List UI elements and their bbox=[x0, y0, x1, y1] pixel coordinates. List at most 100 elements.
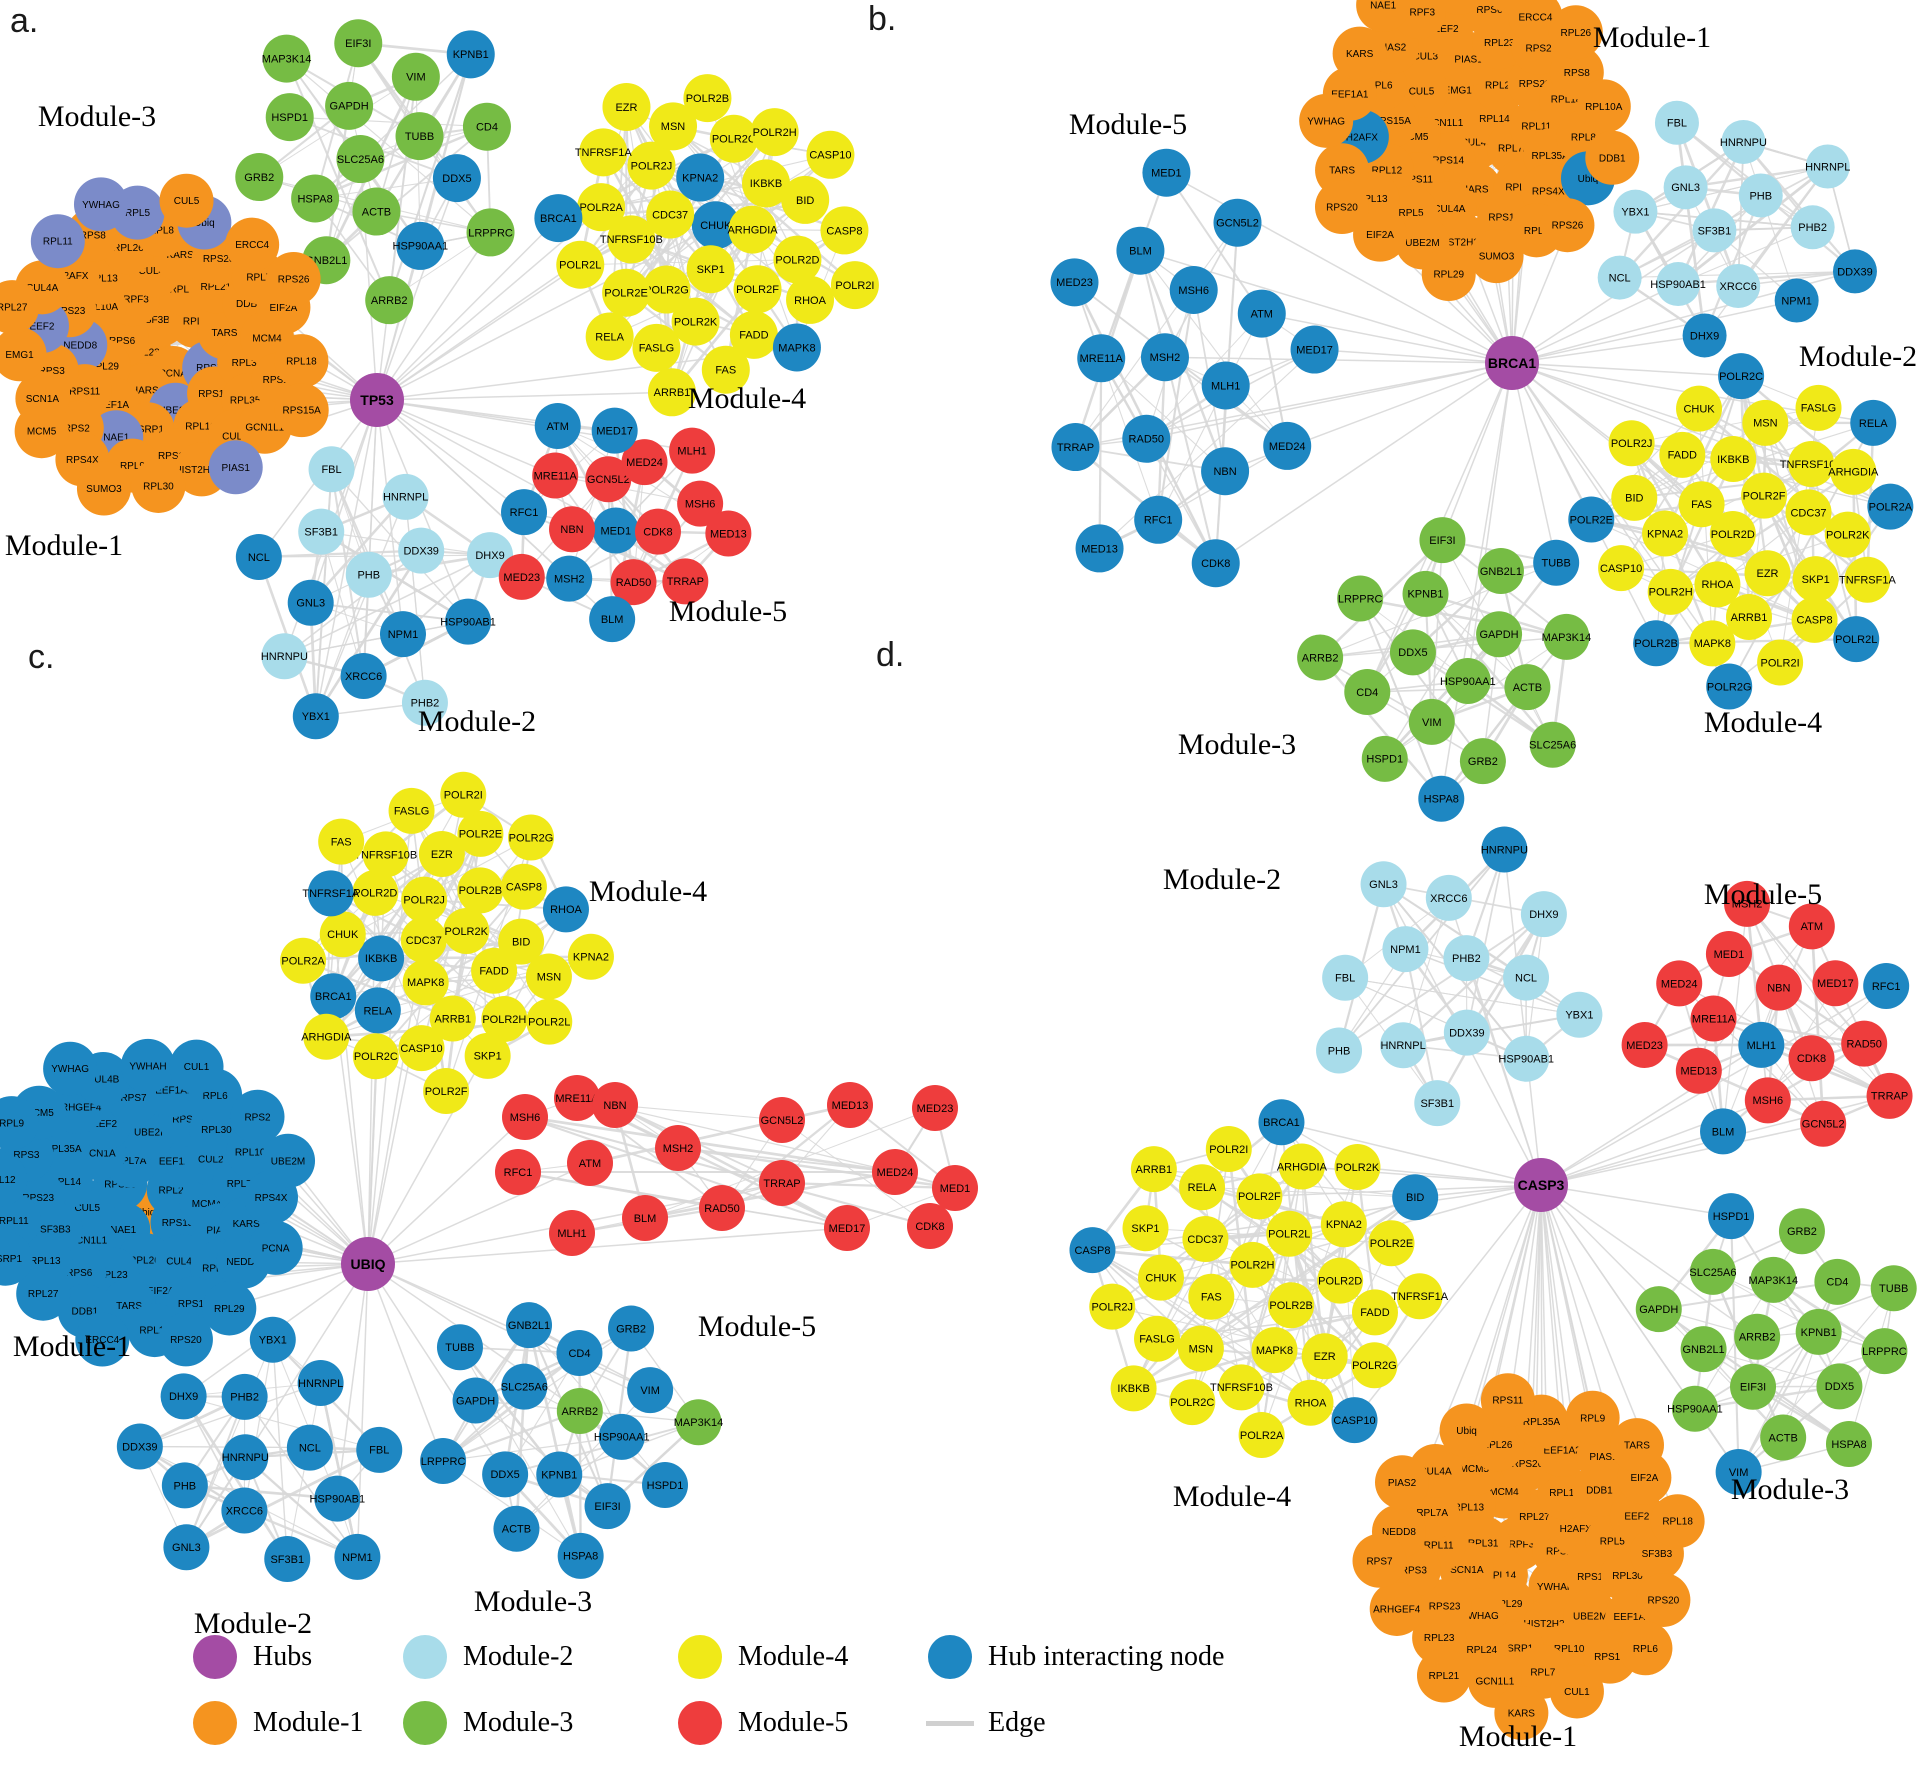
node-HNRNPU[interactable] bbox=[1721, 119, 1766, 164]
node-CDC37[interactable] bbox=[1182, 1215, 1229, 1262]
node-CDC37[interactable] bbox=[1785, 489, 1832, 536]
node-FASLG[interactable] bbox=[388, 787, 435, 834]
node-POLR2A[interactable] bbox=[280, 937, 327, 984]
node-SKP1[interactable] bbox=[1122, 1205, 1169, 1252]
node-POLR2H[interactable] bbox=[481, 995, 528, 1042]
node-GNB2L1[interactable] bbox=[1680, 1326, 1727, 1373]
node-YBX1[interactable] bbox=[1613, 189, 1658, 234]
node-MED13[interactable] bbox=[1075, 524, 1124, 573]
node-ATM[interactable] bbox=[534, 402, 581, 449]
node-BLM[interactable] bbox=[622, 1195, 668, 1241]
node-HSP90AB1[interactable] bbox=[1503, 1035, 1550, 1082]
node-CDK8[interactable] bbox=[1191, 539, 1240, 588]
node-ATM[interactable] bbox=[1237, 289, 1286, 338]
node-POLR2D[interactable] bbox=[352, 869, 399, 916]
node-RPS15A[interactable] bbox=[274, 383, 329, 438]
node-ARHGEF4[interactable] bbox=[1369, 1581, 1424, 1636]
node-EIF3I[interactable] bbox=[334, 19, 383, 68]
node-RPS26[interactable] bbox=[1540, 198, 1595, 253]
node-RFC1[interactable] bbox=[495, 1149, 541, 1195]
node-CD4[interactable] bbox=[556, 1330, 603, 1377]
node-POLR2G[interactable] bbox=[1706, 663, 1753, 710]
node-POLR2B[interactable] bbox=[1633, 620, 1680, 667]
node-MSN[interactable] bbox=[525, 953, 572, 1000]
node-HSP90AA1[interactable] bbox=[1671, 1385, 1718, 1432]
node-GNB2L1[interactable] bbox=[506, 1302, 553, 1349]
node-POLR2G[interactable] bbox=[1351, 1342, 1398, 1389]
node-GAPDH[interactable] bbox=[325, 81, 374, 130]
node-DDX39[interactable] bbox=[1443, 1009, 1490, 1056]
node-MED1[interactable] bbox=[932, 1165, 978, 1211]
node-GAPDH[interactable] bbox=[452, 1377, 499, 1424]
node-POLR2K[interactable] bbox=[1824, 511, 1871, 558]
node-RELA[interactable] bbox=[1850, 399, 1897, 446]
node-CASP8[interactable] bbox=[820, 206, 869, 255]
node-RPS21[interactable] bbox=[1485, 0, 1539, 14]
node-SCN1A[interactable] bbox=[1432, 0, 1486, 15]
node-IKBKB[interactable] bbox=[742, 159, 791, 208]
node-MLH1[interactable] bbox=[1738, 1021, 1785, 1068]
node-TNFRSF1A[interactable] bbox=[579, 128, 628, 177]
node-MSH2[interactable] bbox=[1140, 333, 1189, 382]
node-POLR2F[interactable] bbox=[1741, 472, 1788, 519]
node-GRB2[interactable] bbox=[235, 153, 284, 202]
node-RPS20[interactable] bbox=[1636, 1572, 1691, 1627]
node-TUBB[interactable] bbox=[1870, 1265, 1917, 1312]
node-NPM1[interactable] bbox=[1774, 278, 1819, 323]
node-CD4[interactable] bbox=[1344, 668, 1391, 715]
node-TUBB[interactable] bbox=[1533, 539, 1580, 586]
node-HSPA8[interactable] bbox=[291, 174, 340, 223]
node-POLR2A[interactable] bbox=[577, 183, 626, 232]
node-FADD[interactable] bbox=[1351, 1289, 1398, 1336]
node-POLR2B[interactable] bbox=[683, 74, 732, 123]
node-HSP90AB1[interactable] bbox=[1656, 262, 1701, 307]
node-XRCC6[interactable] bbox=[340, 653, 387, 700]
node-CD4[interactable] bbox=[462, 102, 511, 151]
node-RFC1[interactable] bbox=[501, 489, 548, 536]
node-FASLG[interactable] bbox=[632, 323, 681, 372]
hub-TP53[interactable] bbox=[350, 373, 404, 427]
node-MSH6[interactable] bbox=[1169, 266, 1218, 315]
node-POLR2L[interactable] bbox=[1266, 1210, 1313, 1257]
node-FADD[interactable] bbox=[471, 947, 518, 994]
node-POLR2H[interactable] bbox=[1647, 568, 1694, 615]
node-RFC1[interactable] bbox=[1134, 495, 1183, 544]
node-POLR2C[interactable] bbox=[1169, 1379, 1216, 1426]
node-GNL3[interactable] bbox=[1663, 165, 1708, 210]
node-DDX5[interactable] bbox=[482, 1451, 529, 1498]
node-TNFRSF10B[interactable] bbox=[1788, 440, 1835, 487]
node-MED24[interactable] bbox=[1656, 960, 1703, 1007]
node-FAS[interactable] bbox=[701, 345, 750, 394]
node-IKBKB[interactable] bbox=[1110, 1365, 1157, 1412]
node-ARHGDIA[interactable] bbox=[728, 205, 777, 254]
node-DDB1[interactable] bbox=[1585, 130, 1640, 185]
node-RPS11[interactable] bbox=[1480, 1373, 1535, 1428]
node-DDX5[interactable] bbox=[432, 154, 481, 203]
node-PHB2[interactable] bbox=[401, 679, 448, 726]
node-VIM[interactable] bbox=[1715, 1449, 1762, 1496]
node-DHX9[interactable] bbox=[1520, 891, 1567, 938]
node-CUL1[interactable] bbox=[169, 1039, 224, 1094]
node-FBL[interactable] bbox=[356, 1426, 403, 1473]
node-MLH1[interactable] bbox=[549, 1210, 595, 1256]
node-CASP10[interactable] bbox=[806, 130, 855, 179]
node-HSP90AA1[interactable] bbox=[598, 1413, 645, 1460]
node-TUBB[interactable] bbox=[395, 112, 444, 161]
node-YWHAH[interactable] bbox=[120, 1038, 175, 1093]
node-SF3B1[interactable] bbox=[298, 508, 345, 555]
node-POLR2C[interactable] bbox=[352, 1033, 399, 1080]
node-RPL9[interactable] bbox=[1565, 1390, 1620, 1445]
node-RAD50[interactable] bbox=[1122, 414, 1171, 463]
node-DDX5[interactable] bbox=[1389, 629, 1436, 676]
node-HSPA8[interactable] bbox=[1418, 775, 1465, 822]
node-RPS20[interactable] bbox=[158, 1312, 213, 1367]
node-CDC37[interactable] bbox=[646, 190, 695, 239]
node-GRB2[interactable] bbox=[1459, 738, 1506, 785]
node-MED1[interactable] bbox=[592, 507, 639, 554]
node-RAD50[interactable] bbox=[610, 559, 657, 606]
node-Ubiq[interactable] bbox=[1439, 1403, 1494, 1458]
node-KPNB1[interactable] bbox=[536, 1451, 583, 1498]
node-RFC1[interactable] bbox=[1863, 962, 1910, 1009]
node-RPL26[interactable] bbox=[1548, 5, 1603, 60]
node-MCM5[interactable] bbox=[14, 404, 69, 459]
